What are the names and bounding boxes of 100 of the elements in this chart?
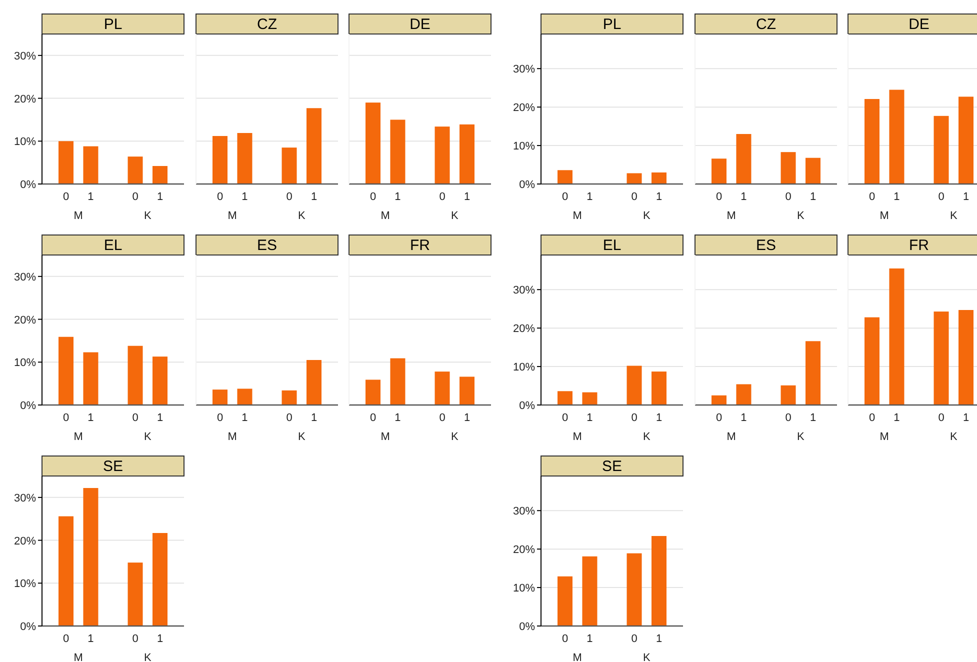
x-tick-label: 1: [242, 412, 248, 424]
y-tick-label: 0%: [20, 621, 36, 633]
x-tick-label: 1: [156, 412, 164, 424]
x-tick-label: 0: [132, 412, 138, 424]
x-tick-label: 0: [562, 412, 568, 424]
x-tick-label: 1: [586, 633, 593, 645]
y-tick-label: 30%: [512, 64, 536, 76]
y-tick-label: 0%: [20, 400, 36, 412]
text: K: [144, 431, 152, 443]
text: K: [796, 210, 805, 222]
text: M: [74, 431, 83, 443]
y-tick-label: 30%: [14, 50, 36, 62]
y-tick-label: 10%: [512, 582, 536, 595]
text: M: [380, 210, 390, 222]
x-tick-label: 0: [631, 191, 638, 203]
x-tick-label: 1: [810, 412, 816, 424]
x-tick-label: 0: [370, 412, 376, 424]
x-tick-label: 1: [464, 412, 470, 424]
x-tick-label: 0: [439, 412, 446, 424]
x-tick-label: 0: [785, 191, 792, 203]
x-tick-label: 1: [656, 412, 662, 424]
text: M: [572, 210, 582, 222]
chart-title: SE: [602, 458, 622, 475]
x-tick-label: 1: [156, 191, 164, 203]
y-tick-label: 30%: [512, 284, 536, 297]
y-tick-label: 20%: [14, 314, 36, 326]
chart-title: EL: [104, 237, 122, 254]
x-tick-label: 1: [894, 191, 900, 203]
text: K: [950, 210, 958, 222]
text: M: [726, 210, 736, 222]
x-tick-label: 1: [310, 191, 318, 203]
x-tick-label: 0: [631, 633, 638, 645]
y-tick-label: 10%: [512, 362, 536, 374]
chart-title: EL: [602, 237, 622, 254]
x-tick-label: 0: [216, 191, 224, 203]
y-tick-label: 0%: [519, 621, 536, 633]
x-tick-label: 0: [868, 412, 876, 424]
text: K: [450, 431, 459, 443]
y-tick-label: 20%: [14, 93, 36, 106]
text: K: [642, 210, 651, 222]
x-tick-label: 1: [88, 633, 94, 645]
chart-title: ES: [256, 237, 278, 254]
text: M: [228, 210, 237, 222]
x-tick-label: 1: [310, 412, 318, 424]
x-tick-label: 0: [62, 412, 70, 424]
chart-title: DE: [908, 16, 930, 33]
text: K: [298, 431, 306, 443]
x-tick-label: 1: [394, 412, 401, 424]
x-tick-label: 1: [88, 412, 94, 424]
text: M: [380, 431, 390, 443]
x-tick-label: 0: [132, 191, 138, 203]
x-tick-label: 0: [62, 633, 70, 645]
y-tick-label: 20%: [512, 323, 536, 336]
text: M: [880, 210, 889, 222]
text: K: [642, 431, 651, 443]
y-tick-label: 10%: [14, 578, 36, 590]
x-tick-label: 0: [132, 633, 138, 645]
x-tick-label: 0: [631, 412, 638, 424]
x-tick-label: 1: [156, 633, 164, 645]
x-tick-label: 1: [656, 633, 662, 645]
x-tick-label: 1: [962, 191, 970, 203]
text: M: [726, 431, 736, 443]
chart-title: CZ: [257, 16, 277, 33]
x-tick-label: 1: [586, 191, 593, 203]
x-tick-label: 0: [216, 412, 224, 424]
y-tick-label: 0%: [519, 179, 536, 191]
x-tick-label: 0: [785, 412, 792, 424]
chart-title: ES: [756, 237, 776, 254]
chart-title: PL: [602, 16, 622, 33]
text: K: [796, 431, 805, 443]
text: M: [880, 431, 889, 443]
text: M: [572, 431, 582, 443]
x-tick-label: 0: [62, 191, 70, 203]
x-tick-label: 0: [868, 191, 876, 203]
text: M: [572, 652, 582, 662]
x-tick-label: 1: [810, 191, 816, 203]
y-tick-label: 20%: [512, 102, 536, 114]
chart-title: DE: [410, 16, 430, 33]
chart-title: PL: [104, 16, 122, 33]
x-tick-label: 1: [242, 191, 248, 203]
x-tick-label: 0: [716, 412, 722, 424]
x-tick-label: 1: [88, 191, 94, 203]
text: K: [950, 431, 958, 443]
x-tick-label: 0: [716, 191, 722, 203]
text: K: [642, 652, 651, 662]
x-tick-label: 0: [286, 191, 292, 203]
x-tick-label: 0: [938, 191, 944, 203]
x-tick-label: 1: [656, 191, 662, 203]
y-tick-label: 0%: [20, 179, 36, 191]
text: K: [450, 210, 459, 222]
x-tick-label: 0: [562, 633, 568, 645]
text: M: [74, 210, 83, 222]
y-tick-label: 30%: [14, 492, 36, 504]
y-tick-label: 10%: [14, 136, 36, 148]
y-tick-label: 10%: [512, 140, 536, 153]
y-tick-label: 10%: [14, 357, 36, 370]
x-tick-label: 1: [394, 191, 401, 203]
x-tick-label: 0: [562, 191, 568, 203]
y-tick-label: 30%: [14, 271, 36, 284]
x-tick-label: 1: [740, 412, 747, 424]
